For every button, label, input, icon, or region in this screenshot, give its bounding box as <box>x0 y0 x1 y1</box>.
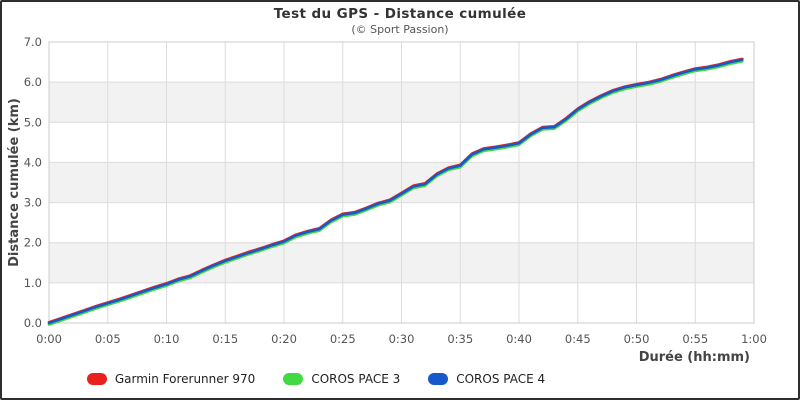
x-tick-label: 0:55 <box>682 332 708 346</box>
x-tick-label: 0:50 <box>624 332 650 346</box>
y-tick-label: 2.0 <box>24 236 42 250</box>
x-tick-label: 1:00 <box>741 332 767 346</box>
legend-label: Garmin Forerunner 970 <box>114 372 256 386</box>
y-tick-label: 0.0 <box>24 316 42 330</box>
y-tick-label: 1.0 <box>24 276 42 290</box>
x-tick-label: 0:05 <box>95 332 121 346</box>
x-tick-label: 0:25 <box>330 332 356 346</box>
chart-subtitle: (© Sport Passion) <box>351 23 449 36</box>
chart-legend: Garmin Forerunner 970 COROS PACE 3 COROS… <box>2 372 714 386</box>
y-tick-label: 4.0 <box>24 155 42 169</box>
x-tick-label: 0:30 <box>389 332 415 346</box>
legend-swatch-blue <box>428 373 449 385</box>
x-tick-label: 0:15 <box>212 332 238 346</box>
y-tick-label: 6.0 <box>24 75 42 89</box>
y-axis-label: Distance cumulée (km) <box>7 98 22 267</box>
x-tick-label: 0:00 <box>36 332 62 346</box>
legend-swatch-red <box>86 373 107 385</box>
x-tick-label: 0:40 <box>506 332 532 346</box>
legend-swatch-green <box>283 373 304 385</box>
y-tick-label: 7.0 <box>24 35 42 49</box>
legend-label: COROS PACE 4 <box>456 372 546 386</box>
y-tick-label: 5.0 <box>24 115 42 129</box>
x-tick-label: 0:35 <box>447 332 473 346</box>
x-tick-label: 0:20 <box>271 332 297 346</box>
x-tick-label: 0:10 <box>154 332 180 346</box>
legend-label: COROS PACE 3 <box>311 372 401 386</box>
plot-border <box>48 41 755 324</box>
legend-item-garmin-forerunner-970[interactable]: Garmin Forerunner 970 <box>86 372 256 386</box>
x-tick-label: 0:45 <box>565 332 591 346</box>
legend-item-coros-pace-3[interactable]: COROS PACE 3 <box>283 372 400 386</box>
legend-item-coros-pace-4[interactable]: COROS PACE 4 <box>428 372 545 386</box>
series-line-coros-pace-3 <box>47 59 744 326</box>
series-line-coros-pace-4 <box>47 58 744 325</box>
x-axis-label: Durée (hh:mm) <box>639 350 750 365</box>
chart-title: Test du GPS - Distance cumulée <box>273 6 527 22</box>
y-tick-label: 3.0 <box>24 196 42 210</box>
